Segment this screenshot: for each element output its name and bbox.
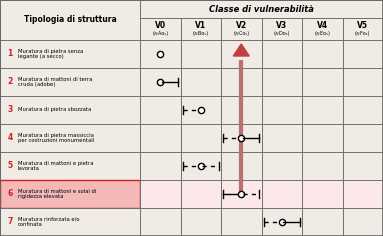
Bar: [180, 152, 221, 180]
Bar: [221, 96, 262, 124]
Text: 6: 6: [7, 190, 13, 198]
Bar: [140, 180, 180, 208]
Bar: [221, 68, 262, 96]
Text: V5: V5: [357, 21, 368, 30]
Text: 7: 7: [7, 218, 13, 227]
Bar: [342, 180, 383, 208]
Bar: [221, 208, 262, 236]
Bar: [302, 152, 342, 180]
Bar: [180, 96, 221, 124]
Bar: [140, 152, 180, 180]
Bar: [302, 124, 342, 152]
Text: (≈Aᴏₛ): (≈Aᴏₛ): [152, 31, 168, 36]
Text: 4: 4: [7, 134, 13, 143]
Bar: [221, 40, 262, 68]
Text: (≈Fᴏₛ): (≈Fᴏₛ): [355, 31, 370, 36]
Bar: [342, 124, 383, 152]
Text: V0: V0: [155, 21, 166, 30]
Text: V2: V2: [236, 21, 247, 30]
Text: Muratura di mattoni e pietra
lavorata: Muratura di mattoni e pietra lavorata: [18, 161, 93, 171]
Text: Muratura di mattoni di terra
cruda (adobe): Muratura di mattoni di terra cruda (adob…: [18, 77, 92, 87]
Bar: [262, 208, 302, 236]
Bar: [140, 18, 180, 40]
Bar: [140, 0, 383, 18]
Bar: [140, 40, 180, 68]
Bar: [221, 152, 262, 180]
Bar: [221, 18, 262, 40]
Bar: [342, 208, 383, 236]
Bar: [180, 180, 221, 208]
Bar: [0, 124, 140, 152]
Text: 1: 1: [7, 50, 13, 59]
Bar: [342, 40, 383, 68]
Text: V4: V4: [317, 21, 328, 30]
Bar: [0, 40, 140, 68]
Text: (≈Dᴏₛ): (≈Dᴏₛ): [273, 31, 290, 36]
Bar: [262, 152, 302, 180]
Bar: [0, 68, 140, 96]
Bar: [262, 180, 302, 208]
Text: Classe di vulnerabilità: Classe di vulnerabilità: [209, 4, 314, 13]
Bar: [180, 40, 221, 68]
Text: (≈Bᴏₛ): (≈Bᴏₛ): [193, 31, 209, 36]
Bar: [302, 40, 342, 68]
Text: Muratura di pietra massiccia
per costruzioni monumentali: Muratura di pietra massiccia per costruz…: [18, 133, 94, 143]
Bar: [140, 96, 180, 124]
Text: V1: V1: [195, 21, 206, 30]
Bar: [342, 152, 383, 180]
Bar: [140, 208, 180, 236]
Bar: [302, 180, 342, 208]
Bar: [221, 180, 262, 208]
Text: Muratura rinforzata e/o
confinata: Muratura rinforzata e/o confinata: [18, 217, 80, 228]
Bar: [262, 96, 302, 124]
Bar: [0, 152, 140, 180]
Bar: [140, 124, 180, 152]
Bar: [140, 68, 180, 96]
Bar: [180, 18, 221, 40]
Bar: [0, 0, 140, 40]
Bar: [342, 68, 383, 96]
Text: Muratura di mattoni e solai di
rigidezza elevata: Muratura di mattoni e solai di rigidezza…: [18, 189, 97, 199]
Text: Muratura di pietra senza
legante (a secco): Muratura di pietra senza legante (a secc…: [18, 49, 83, 59]
Text: 2: 2: [7, 77, 13, 87]
Bar: [302, 68, 342, 96]
Bar: [180, 68, 221, 96]
Bar: [262, 124, 302, 152]
Bar: [302, 96, 342, 124]
Bar: [221, 124, 262, 152]
Bar: [262, 40, 302, 68]
Bar: [180, 124, 221, 152]
Bar: [0, 180, 140, 208]
Bar: [180, 208, 221, 236]
Bar: [262, 68, 302, 96]
Text: (≈Eᴏₛ): (≈Eᴏₛ): [314, 31, 330, 36]
Bar: [0, 208, 140, 236]
Bar: [342, 96, 383, 124]
Bar: [302, 18, 342, 40]
Polygon shape: [233, 44, 249, 56]
Bar: [302, 208, 342, 236]
Text: 5: 5: [7, 161, 13, 170]
Text: V3: V3: [276, 21, 287, 30]
Text: Tipologia di struttura: Tipologia di struttura: [24, 16, 116, 25]
Bar: [342, 18, 383, 40]
Text: Muratura di pietra sbozzata: Muratura di pietra sbozzata: [18, 108, 91, 113]
Bar: [0, 96, 140, 124]
Bar: [262, 18, 302, 40]
Text: (≈Cᴏₛ): (≈Cᴏₛ): [233, 31, 249, 36]
Text: 3: 3: [7, 105, 13, 114]
